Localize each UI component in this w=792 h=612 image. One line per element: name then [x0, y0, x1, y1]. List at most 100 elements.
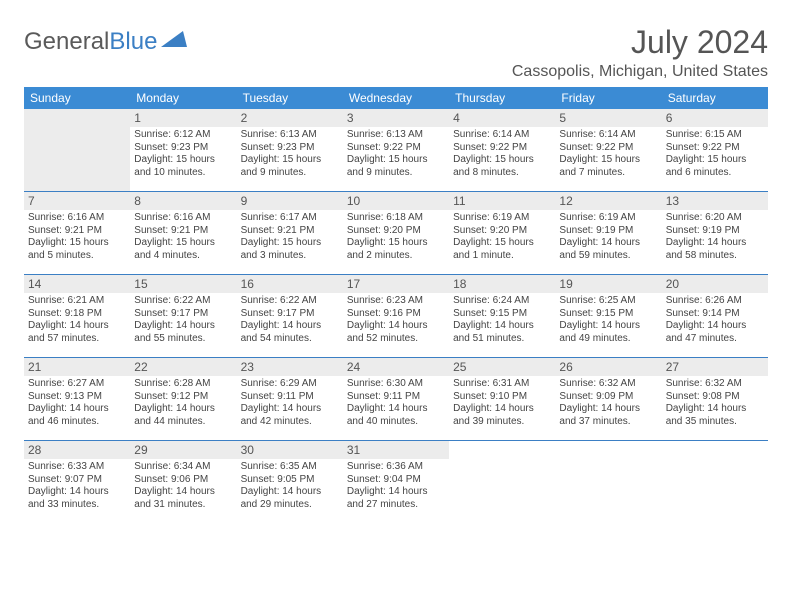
calendar-cell: 11Sunrise: 6:19 AMSunset: 9:20 PMDayligh…	[449, 192, 555, 274]
calendar-cell: 5 Sunrise: 6:14 AMSunset: 9:22 PMDaylight…	[555, 109, 661, 191]
day-daylight1: Daylight: 15 hours	[347, 154, 445, 167]
day-daylight1: Daylight: 14 hours	[241, 403, 339, 416]
logo: GeneralBlue	[24, 24, 187, 56]
day-sunrise: Sunrise: 6:12 AM	[134, 129, 232, 142]
day-daylight2: and 3 minutes.	[241, 250, 339, 263]
day-sunrise: Sunrise: 6:25 AM	[559, 295, 657, 308]
day-daylight2: and 46 minutes.	[28, 416, 126, 429]
day-number: 6	[662, 109, 768, 127]
day-daylight1: Daylight: 14 hours	[241, 320, 339, 333]
day-number: 2	[237, 109, 343, 127]
day-sunrise: Sunrise: 6:28 AM	[134, 378, 232, 391]
day-sunrise: Sunrise: 6:22 AM	[134, 295, 232, 308]
day-number: 27	[662, 358, 768, 376]
day-daylight2: and 6 minutes.	[666, 167, 764, 180]
day-sunset: Sunset: 9:21 PM	[241, 225, 339, 238]
day-sunrise: Sunrise: 6:19 AM	[453, 212, 551, 225]
day-number: 1	[130, 109, 236, 127]
day-number: 31	[343, 441, 449, 459]
day-sunrise: Sunrise: 6:34 AM	[134, 461, 232, 474]
triangle-icon	[161, 28, 187, 56]
day-sunset: Sunset: 9:14 PM	[666, 308, 764, 321]
week-row: 28Sunrise: 6:33 AMSunset: 9:07 PMDayligh…	[24, 440, 768, 523]
calendar-cell: 19Sunrise: 6:25 AMSunset: 9:15 PMDayligh…	[555, 275, 661, 357]
day-sunset: Sunset: 9:17 PM	[134, 308, 232, 321]
day-header: Monday	[130, 87, 236, 109]
day-number: 22	[130, 358, 236, 376]
calendar-cell: 29Sunrise: 6:34 AMSunset: 9:06 PMDayligh…	[130, 441, 236, 523]
day-daylight1: Daylight: 14 hours	[453, 320, 551, 333]
logo-word1: General	[24, 28, 109, 56]
calendar-cell: 17Sunrise: 6:23 AMSunset: 9:16 PMDayligh…	[343, 275, 449, 357]
day-details: Sunrise: 6:30 AMSunset: 9:11 PMDaylight:…	[347, 378, 445, 428]
day-details: Sunrise: 6:34 AMSunset: 9:06 PMDaylight:…	[134, 461, 232, 511]
day-details: Sunrise: 6:22 AMSunset: 9:17 PMDaylight:…	[241, 295, 339, 345]
day-sunrise: Sunrise: 6:32 AM	[559, 378, 657, 391]
day-sunset: Sunset: 9:10 PM	[453, 391, 551, 404]
day-daylight1: Daylight: 14 hours	[666, 403, 764, 416]
day-header: Sunday	[24, 87, 130, 109]
day-sunrise: Sunrise: 6:26 AM	[666, 295, 764, 308]
day-number: 9	[237, 192, 343, 210]
day-daylight1: Daylight: 14 hours	[347, 403, 445, 416]
month-title: July 2024	[512, 24, 768, 61]
day-daylight2: and 40 minutes.	[347, 416, 445, 429]
day-details: Sunrise: 6:16 AMSunset: 9:21 PMDaylight:…	[134, 212, 232, 262]
day-daylight1: Daylight: 15 hours	[347, 237, 445, 250]
calendar-cell: 7Sunrise: 6:16 AMSunset: 9:21 PMDaylight…	[24, 192, 130, 274]
day-sunrise: Sunrise: 6:15 AM	[666, 129, 764, 142]
day-number: 26	[555, 358, 661, 376]
day-sunrise: Sunrise: 6:33 AM	[28, 461, 126, 474]
day-details: Sunrise: 6:28 AMSunset: 9:12 PMDaylight:…	[134, 378, 232, 428]
day-sunrise: Sunrise: 6:22 AM	[241, 295, 339, 308]
day-daylight2: and 1 minute.	[453, 250, 551, 263]
day-daylight1: Daylight: 14 hours	[559, 403, 657, 416]
day-daylight2: and 7 minutes.	[559, 167, 657, 180]
day-number: 4	[449, 109, 555, 127]
calendar-cell: 21Sunrise: 6:27 AMSunset: 9:13 PMDayligh…	[24, 358, 130, 440]
day-sunset: Sunset: 9:21 PM	[28, 225, 126, 238]
day-number: 25	[449, 358, 555, 376]
day-daylight2: and 57 minutes.	[28, 333, 126, 346]
day-daylight1: Daylight: 15 hours	[241, 237, 339, 250]
day-number: 12	[555, 192, 661, 210]
day-sunrise: Sunrise: 6:18 AM	[347, 212, 445, 225]
day-sunrise: Sunrise: 6:24 AM	[453, 295, 551, 308]
calendar-cell: 24Sunrise: 6:30 AMSunset: 9:11 PMDayligh…	[343, 358, 449, 440]
day-details: Sunrise: 6:20 AMSunset: 9:19 PMDaylight:…	[666, 212, 764, 262]
day-number: 17	[343, 275, 449, 293]
day-number: 15	[130, 275, 236, 293]
day-number: 10	[343, 192, 449, 210]
location: Cassopolis, Michigan, United States	[512, 63, 768, 81]
day-details: Sunrise: 6:25 AMSunset: 9:15 PMDaylight:…	[559, 295, 657, 345]
day-daylight1: Daylight: 15 hours	[241, 154, 339, 167]
day-sunrise: Sunrise: 6:35 AM	[241, 461, 339, 474]
day-sunrise: Sunrise: 6:21 AM	[28, 295, 126, 308]
day-daylight2: and 9 minutes.	[347, 167, 445, 180]
day-daylight1: Daylight: 14 hours	[347, 320, 445, 333]
day-sunset: Sunset: 9:13 PM	[28, 391, 126, 404]
calendar-cell: 16Sunrise: 6:22 AMSunset: 9:17 PMDayligh…	[237, 275, 343, 357]
day-sunrise: Sunrise: 6:19 AM	[559, 212, 657, 225]
day-details: Sunrise: 6:17 AMSunset: 9:21 PMDaylight:…	[241, 212, 339, 262]
day-sunset: Sunset: 9:22 PM	[666, 142, 764, 155]
day-number: 5	[555, 109, 661, 127]
day-daylight2: and 8 minutes.	[453, 167, 551, 180]
day-sunset: Sunset: 9:19 PM	[666, 225, 764, 238]
day-details: Sunrise: 6:31 AMSunset: 9:10 PMDaylight:…	[453, 378, 551, 428]
day-daylight2: and 44 minutes.	[134, 416, 232, 429]
day-details: Sunrise: 6:19 AMSunset: 9:19 PMDaylight:…	[559, 212, 657, 262]
calendar-cell: 9 Sunrise: 6:17 AMSunset: 9:21 PMDaylight…	[237, 192, 343, 274]
day-details: Sunrise: 6:14 AMSunset: 9:22 PMDaylight:…	[559, 129, 657, 179]
day-daylight2: and 47 minutes.	[666, 333, 764, 346]
day-number: 13	[662, 192, 768, 210]
day-daylight1: Daylight: 14 hours	[134, 486, 232, 499]
calendar-cell: 12 Sunrise: 6:19 AMSunset: 9:19 PMDayligh…	[555, 192, 661, 274]
day-details: Sunrise: 6:27 AMSunset: 9:13 PMDaylight:…	[28, 378, 126, 428]
title-block: July 2024 Cassopolis, Michigan, United S…	[512, 24, 768, 81]
day-number: 18	[449, 275, 555, 293]
day-daylight1: Daylight: 14 hours	[28, 403, 126, 416]
day-daylight1: Daylight: 14 hours	[666, 237, 764, 250]
day-daylight2: and 54 minutes.	[241, 333, 339, 346]
day-daylight1: Daylight: 14 hours	[666, 320, 764, 333]
